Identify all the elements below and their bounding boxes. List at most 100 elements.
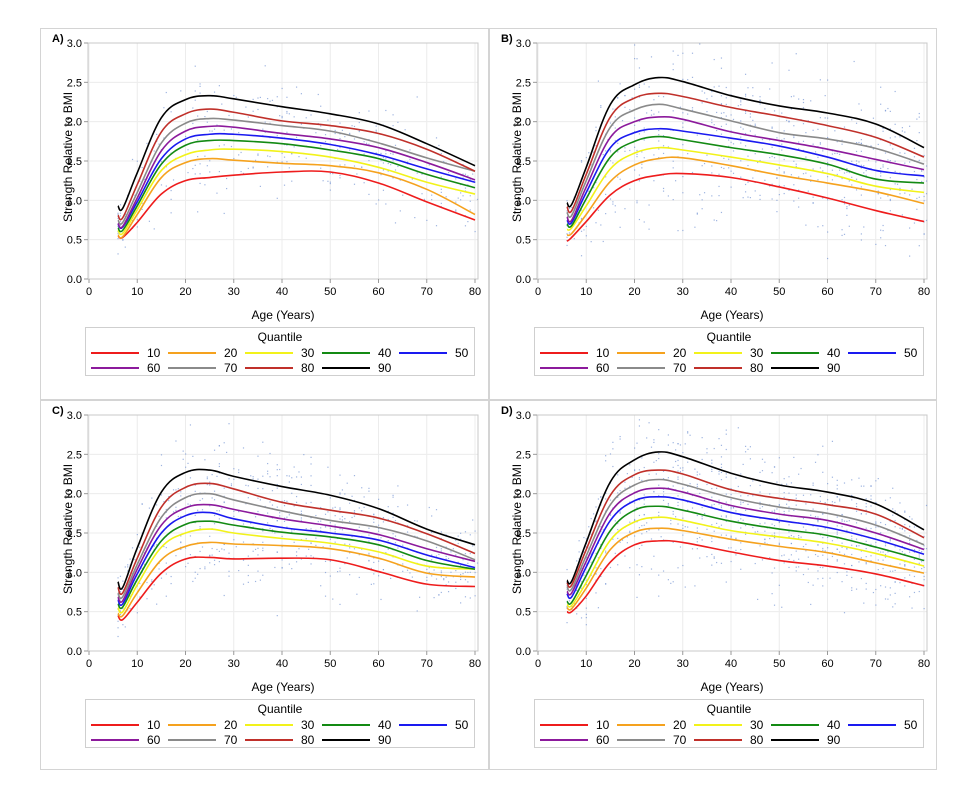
scatter-point: [185, 466, 187, 468]
legend-swatch: [245, 352, 293, 354]
scatter-point: [672, 160, 674, 162]
x-tick-label: 30: [228, 658, 240, 670]
scatter-point: [747, 164, 749, 167]
scatter-point: [913, 222, 916, 224]
legend-item-80: 80: [245, 361, 321, 375]
scatter-point: [653, 555, 655, 557]
scatter-point: [638, 84, 641, 86]
scatter-point: [675, 449, 677, 451]
scatter-point: [904, 548, 906, 550]
scatter-point: [394, 222, 397, 224]
scatter-point: [720, 456, 723, 458]
scatter-point: [711, 470, 713, 472]
scatter-point: [295, 476, 298, 478]
scatter-point: [605, 552, 607, 554]
scatter-point: [691, 107, 694, 109]
scatter-point: [725, 476, 727, 478]
scatter-point: [865, 174, 867, 176]
scatter-point: [117, 225, 119, 228]
legend-label: 30: [750, 718, 764, 732]
scatter-point: [267, 155, 269, 157]
scatter-point: [740, 101, 742, 103]
scatter-point: [634, 130, 636, 133]
scatter-point: [619, 178, 621, 180]
scatter-point: [841, 177, 843, 180]
scatter-point: [609, 122, 612, 124]
legend-label: 60: [147, 733, 161, 747]
scatter-point: [267, 512, 269, 514]
y-tick-label: 0.5: [516, 235, 531, 247]
x-tick-label: 70: [870, 658, 882, 670]
scatter-point: [913, 549, 916, 551]
scatter-point: [846, 206, 848, 208]
scatter-point: [716, 220, 718, 222]
scatter-point: [740, 136, 742, 138]
scatter-point: [790, 96, 793, 98]
scatter-point: [689, 483, 691, 485]
scatter-point: [904, 523, 906, 526]
scatter-point: [455, 539, 457, 542]
scatter-point: [641, 457, 643, 459]
scatter-point: [344, 493, 346, 495]
scatter-point: [812, 143, 814, 145]
scatter-point: [199, 182, 201, 185]
scatter-point: [889, 110, 891, 112]
scatter-point: [609, 566, 612, 569]
scatter-point: [841, 542, 843, 544]
y-tick-label: 3.0: [516, 410, 531, 422]
scatter-point: [771, 472, 773, 474]
scatter-point: [677, 443, 679, 445]
scatter-point: [324, 595, 327, 597]
scatter-point: [819, 143, 821, 145]
scatter-point: [592, 513, 595, 515]
quantile-line-90: [566, 76, 925, 208]
scatter-point: [904, 510, 906, 512]
scatter-point: [392, 160, 394, 162]
scatter-point: [576, 560, 578, 562]
scatter-point: [855, 522, 858, 524]
scatter-point: [629, 530, 631, 532]
scatter-point: [769, 537, 771, 540]
scatter-point: [148, 507, 151, 509]
scatter-point: [650, 538, 653, 540]
scatter-point: [691, 171, 694, 174]
scatter-point: [720, 515, 723, 517]
scatter-point: [909, 516, 911, 518]
scatter-point: [566, 200, 568, 202]
scatter-point: [358, 576, 360, 579]
scatter-point: [626, 473, 628, 475]
scatter-point: [185, 566, 187, 568]
scatter-point: [315, 514, 317, 517]
scatter-point: [600, 496, 602, 498]
scatter-point: [822, 445, 824, 447]
scatter-point: [638, 419, 641, 421]
scatter-point: [595, 520, 597, 522]
scatter-point: [851, 553, 853, 556]
scatter-point: [614, 116, 616, 118]
scatter-point: [213, 499, 216, 501]
scatter-point: [165, 508, 167, 511]
scatter-point: [851, 184, 853, 186]
scatter-point: [889, 144, 891, 146]
scatter-point: [730, 537, 732, 539]
scatter-point: [677, 459, 679, 462]
scatter-point: [336, 571, 339, 573]
scatter-point: [334, 515, 336, 517]
scatter-point: [402, 544, 404, 546]
scatter-point: [725, 473, 727, 475]
scatter-point: [363, 506, 365, 508]
scatter-point: [851, 479, 853, 481]
scatter-point: [209, 130, 211, 132]
scatter-point: [368, 554, 370, 556]
scatter-point: [675, 180, 677, 182]
scatter-point: [703, 92, 706, 94]
scatter-point: [653, 113, 655, 115]
scatter-point: [624, 94, 626, 97]
scatter-point: [293, 116, 295, 118]
scatter-point: [431, 554, 433, 556]
scatter-point: [860, 142, 862, 145]
scatter-point: [843, 196, 846, 199]
scatter-point: [416, 96, 418, 98]
scatter-point: [605, 150, 607, 152]
scatter-point: [720, 478, 723, 481]
